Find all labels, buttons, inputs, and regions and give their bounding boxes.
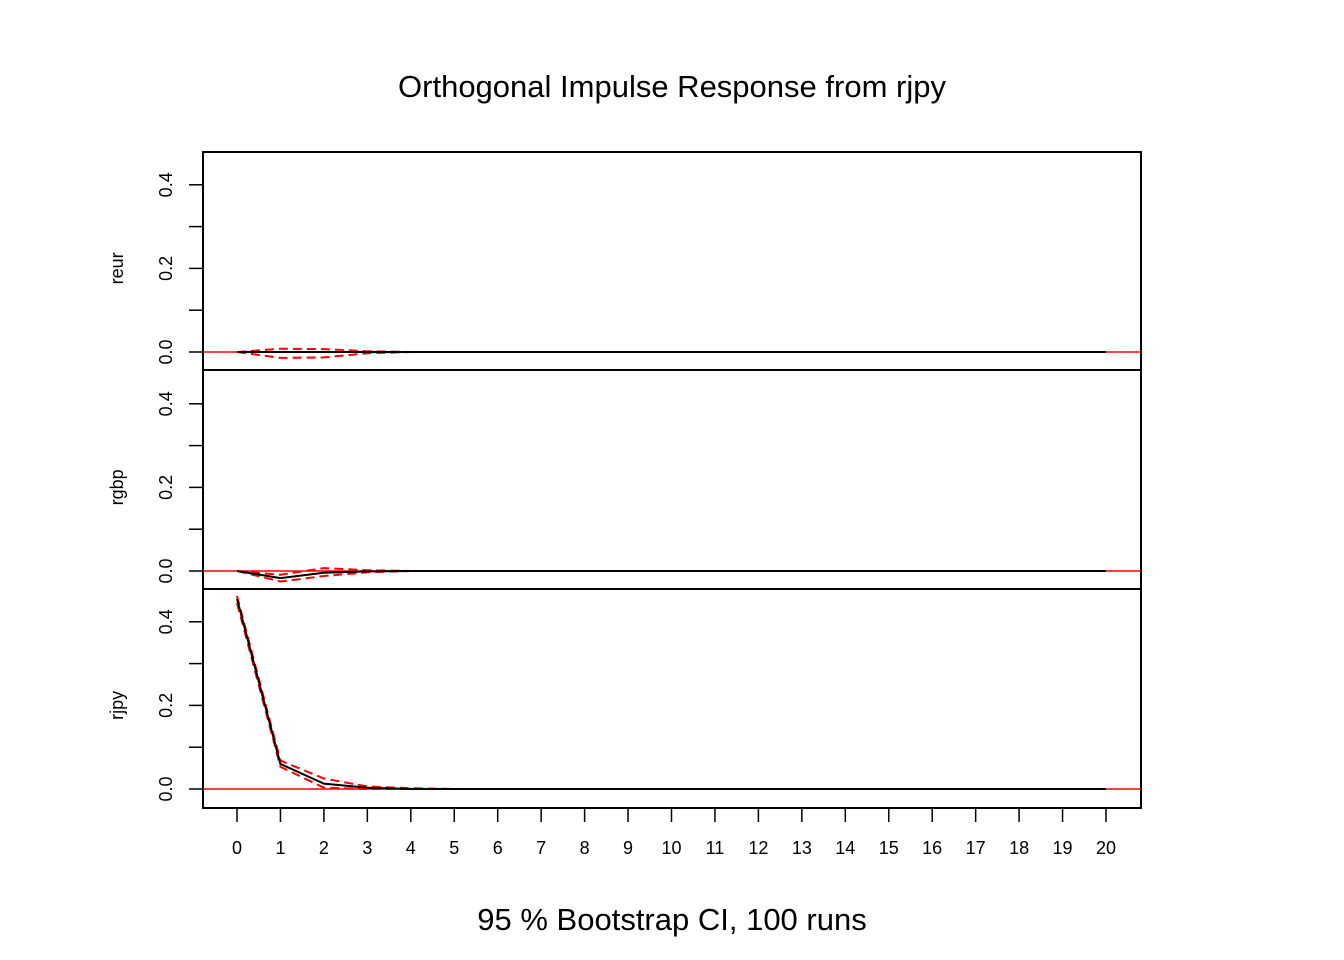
x-tick-label: 5 [449,838,459,858]
y-tick-label: 0.4 [156,609,176,634]
x-tick-label: 12 [748,838,768,858]
ci-lower-line [236,570,1106,583]
x-tick-label: 15 [879,838,899,858]
x-tick-label: 0 [232,838,242,858]
x-tick-label: 4 [406,838,416,858]
panel-label: rjpy [107,691,127,720]
panel-label: reur [107,252,127,284]
x-tick-label: 13 [792,838,812,858]
panel-rjpy: 0.0 0.2 0.4 rjpy [107,588,1142,809]
x-tick-label: 6 [493,838,503,858]
y-tick-label: 0.0 [156,776,176,801]
panel-reur: 0.0 0.2 0.4 reur [107,151,1142,371]
y-tick-label: 0.4 [156,391,176,416]
y-tick-label: 0.4 [156,172,176,197]
panel-frame [202,588,1142,809]
panel-label: rgbp [107,469,127,505]
x-tick-label: 8 [580,838,590,858]
y-tick-label: 0.0 [156,339,176,364]
y-tick-label: 0.2 [156,693,176,718]
x-tick-label: 2 [319,838,329,858]
x-tick-label: 19 [1053,838,1073,858]
x-axis: 0 1 2 3 4 5 6 7 8 9 10 11 12 13 14 15 16 17 18 19 20 [232,808,1116,858]
x-tick-label: 7 [536,838,546,858]
x-axis-caption: 95 % Bootstrap CI, 100 runs [477,902,866,937]
y-tick-label: 0.0 [156,558,176,583]
response-line [236,570,1106,580]
response-line [236,598,1106,790]
x-tick-label: 20 [1096,838,1116,858]
panel-frame [202,369,1142,590]
chart-title: Orthogonal Impulse Response from rjpy [398,69,946,104]
x-tick-label: 10 [661,838,681,858]
panel-rgbp: 0.0 0.2 0.4 rgbp [107,369,1142,590]
x-tick-label: 11 [706,838,725,858]
x-tick-label: 1 [275,838,285,858]
x-tick-label: 14 [835,838,855,858]
y-tick-label: 0.2 [156,256,176,281]
x-tick-label: 3 [362,838,372,858]
y-tick-label: 0.2 [156,475,176,500]
x-tick-label: 18 [1009,838,1029,858]
x-tick-label: 17 [966,838,986,858]
panels: 0.0 0.2 0.4 reur 0.0 0.2 0.4 rgbp 0.0 0.2 0.4 rjpy [107,151,1142,809]
x-tick-label: 16 [922,838,942,858]
ci-lower-line [236,602,1106,790]
ci-upper-line [236,595,1106,790]
x-tick-label: 9 [623,838,633,858]
panel-frame [202,151,1142,371]
